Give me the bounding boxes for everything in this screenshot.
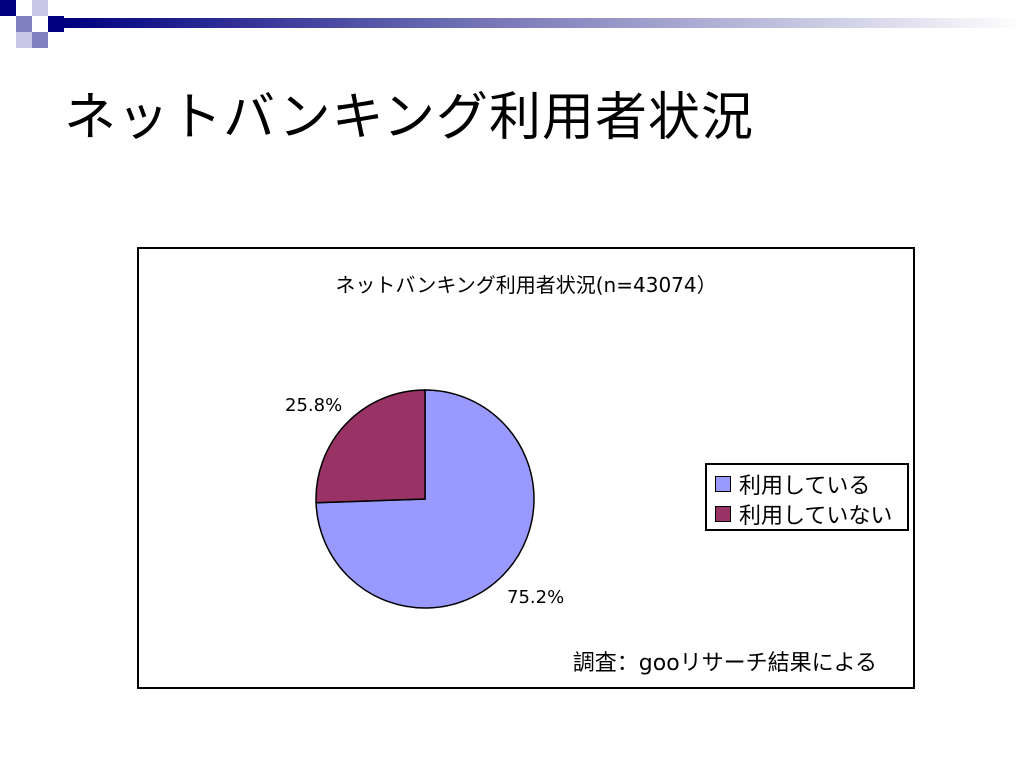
chart-area: ネットバンキング利用者状況(n=43074） 25.8% 75.2% 利用してい… [137, 247, 915, 689]
legend-item-not-using: 利用していない [715, 499, 907, 529]
legend-label-using: 利用している [739, 474, 871, 499]
legend-label-not-using: 利用していない [739, 504, 893, 529]
legend: 利用している 利用していない [705, 463, 909, 531]
pie-slice-not-using [315, 389, 426, 504]
decoration-square [32, 0, 48, 16]
decoration-square [16, 32, 32, 48]
source-note: 調査：gooリサーチ結果による [572, 651, 877, 676]
decoration-square [16, 16, 32, 32]
data-label-using: 75.2% [507, 587, 565, 608]
legend-swatch-using [715, 476, 731, 492]
decoration-square [0, 0, 16, 16]
chart-title: ネットバンキング利用者状況(n=43074） [335, 273, 717, 297]
decoration-square [32, 32, 48, 48]
pie-chart [315, 389, 535, 609]
decoration-bar [64, 18, 1024, 28]
legend-item-using: 利用している [715, 469, 907, 499]
slide-decoration [0, 0, 1024, 48]
slide-title: ネットバンキング利用者状況 [64, 88, 755, 148]
decoration-square [48, 16, 64, 32]
data-label-not-using: 25.8% [285, 395, 343, 416]
legend-swatch-not-using [715, 506, 731, 522]
